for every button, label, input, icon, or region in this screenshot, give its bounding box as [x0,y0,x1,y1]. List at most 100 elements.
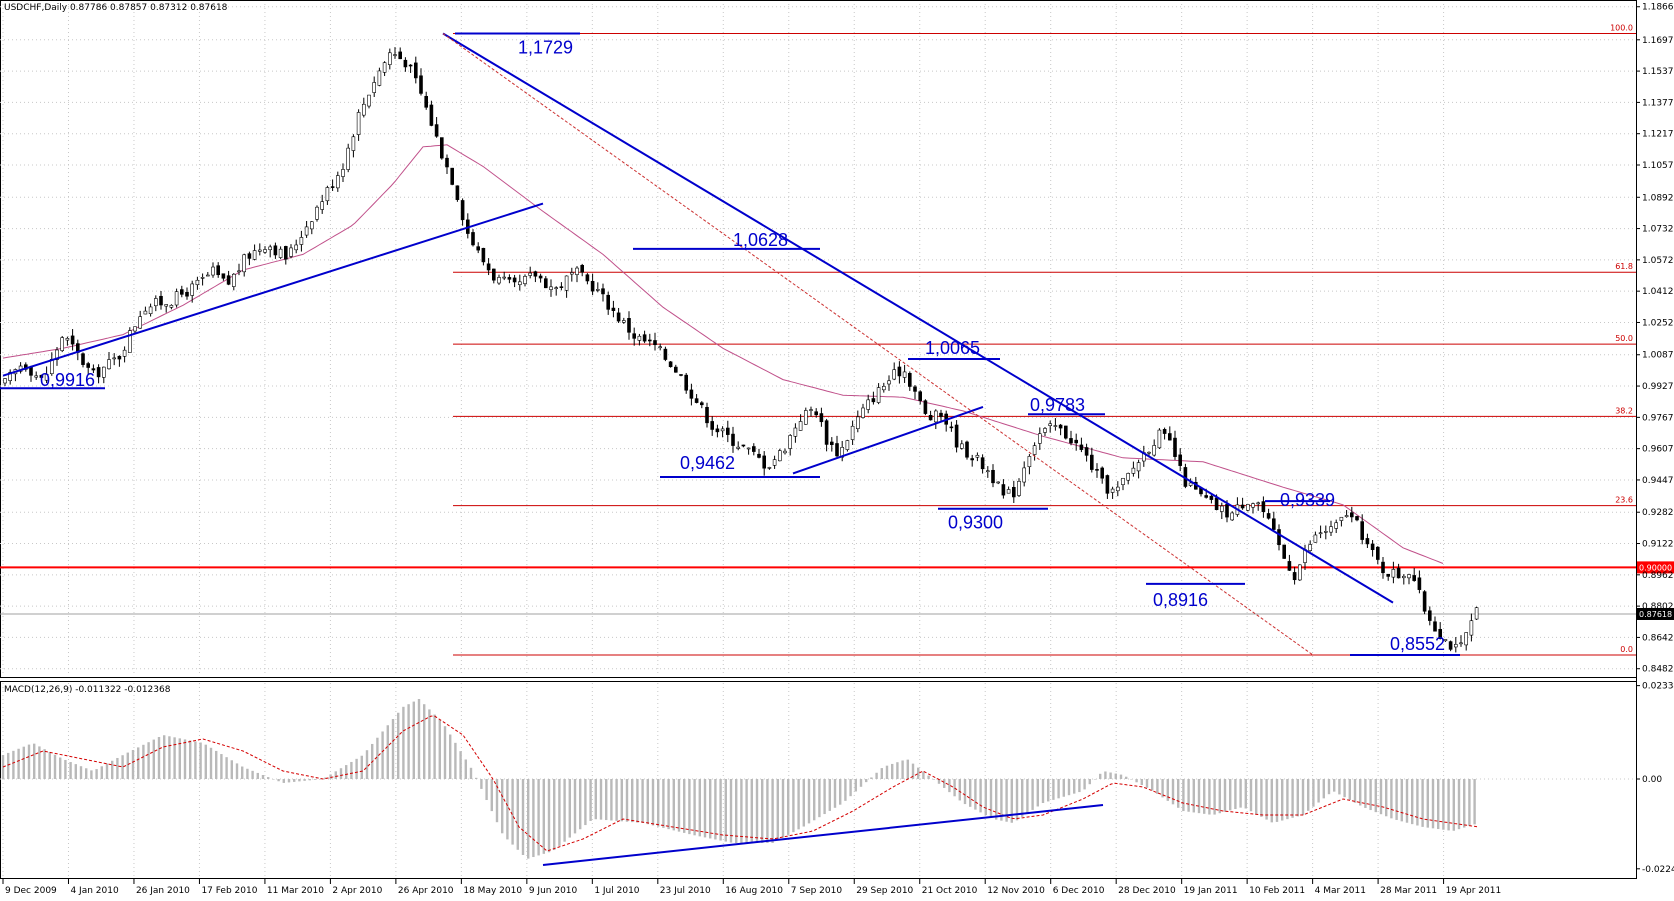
macd-bar [412,701,415,779]
candle-bull [803,410,808,425]
macd-bar [1192,779,1195,813]
annotation-label: 0,8916 [1153,590,1208,610]
candle-bear [1396,567,1401,579]
macd-bar [1031,779,1034,810]
candle-bull [1308,544,1312,551]
fib-level-label: 23.6 [1615,496,1633,505]
candle-bull [325,187,330,202]
candle-bull [1391,569,1396,578]
macd-bar [724,779,727,842]
macd-bar [922,771,925,779]
price-tick-label: 1.18660 [1642,3,1674,13]
macd-bar [657,779,660,827]
candle-bull [237,270,241,273]
price-grid [0,4,1636,877]
macd-bar [532,779,535,858]
candle-bull [564,275,569,291]
candle-bear [1412,575,1416,581]
candle-bull [377,70,382,86]
macd-bar [1213,779,1216,815]
candle-bear [980,457,985,470]
candle-bear [1214,497,1219,510]
candle-bear [1261,501,1266,512]
candle-bull [60,337,65,351]
macd-bar [594,779,597,820]
macd-bar [1431,779,1435,829]
macd-bar [1291,779,1294,818]
macd-bar [1260,779,1263,817]
candle-bear [741,444,746,447]
candle-bear [559,286,564,288]
candle-bull [1230,512,1234,521]
candle-bull [361,103,366,116]
candle-bull [861,407,865,418]
candle-bull [788,435,793,449]
candle-bull [190,283,194,296]
macd-bar [1130,779,1133,780]
macd-bar [277,779,280,782]
macd-bar [1223,779,1227,812]
candle-bear [627,318,631,333]
candle-bull [855,416,860,429]
macd-signal-path [2,715,1480,852]
macd-tick-label: 0.00 [1642,775,1662,785]
candle-bull [575,267,579,275]
candle-bull [367,94,371,107]
macd-bar [1078,779,1081,793]
macd-bar [906,759,909,779]
macd-bar [932,779,935,780]
macd-bar [1062,779,1065,797]
macd-bar [1447,779,1450,831]
candle-bull [1017,481,1021,496]
candle-bull [335,175,340,189]
macd-bar [334,771,337,779]
macd-bar [490,779,493,812]
candle-bull [1454,644,1458,648]
macd-bar [178,738,181,779]
candle-bear [653,340,657,346]
time-tick-label: 2 Apr 2010 [332,886,382,896]
candle-bull [112,357,116,360]
candle-bear [185,291,189,297]
price-tick-label: 1.04120 [1642,287,1674,297]
macd-bar [1255,779,1258,815]
candle-bear [1277,529,1281,546]
annotation-label: 0,9339 [1280,490,1335,510]
candle-bear [632,333,637,339]
macd-bar [1379,779,1383,815]
candle-bear [1090,454,1094,470]
candle-bull [746,447,751,450]
candle-bear [871,398,876,403]
macd-bar [631,779,634,823]
candle-bull [1256,502,1260,505]
candle-bear [476,246,481,251]
macd-bar [90,770,93,779]
candle-bull [1032,445,1037,455]
candle-bull [232,273,236,287]
candle-bear [642,334,647,342]
macd-header: MACD(12,26,9) -0.011322 -0.012368 [4,685,171,695]
price-panel-frame [0,0,1637,678]
fib-level-label: 50.0 [1615,334,1633,343]
candle-bull [549,286,553,290]
candle-bear [580,264,585,273]
macd-bar [547,779,551,853]
candle-bull [985,470,990,473]
candle-bull [1152,445,1156,456]
candle-bull [44,373,49,381]
macd-bar [147,742,150,779]
macd-bar [1343,779,1346,798]
time-tick-label: 28 Mar 2011 [1380,886,1437,896]
macd-bar [885,765,889,779]
candle-bear [1292,572,1297,581]
candle-bull [351,136,356,151]
time-tick-label: 17 Feb 2010 [201,886,257,896]
candle-bull [164,304,168,307]
candle-bear [751,446,756,452]
candle-bear [273,245,278,256]
macd-bar [215,750,218,779]
macd-bar [407,704,410,779]
trendline-uptrend-autumn [792,406,984,475]
candle-bear [486,263,491,271]
time-tick-label: 4 Mar 2011 [1315,886,1366,896]
